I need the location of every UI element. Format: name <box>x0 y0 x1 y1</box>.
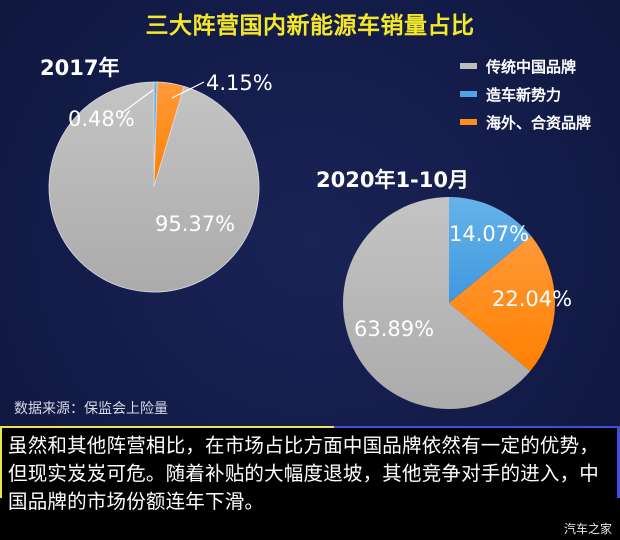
leader-line-0.48 <box>121 89 154 114</box>
data-source: 数据来源：保监会上险量 <box>14 401 168 417</box>
pie-2020-title: 2020年1-10月 <box>316 168 469 192</box>
caption-text: 虽然和其他阵营相比，在市场占比方面中国品牌依然有一定的优势，但现实岌岌可危。随着… <box>8 434 600 513</box>
label-2017-foreign: 4.15% <box>206 71 273 95</box>
legend-item-foreign-jv: 海外、合资品牌 <box>460 108 591 136</box>
legend-item-new-forces: 造车新势力 <box>460 80 591 108</box>
legend: 传统中国品牌 造车新势力 海外、合资品牌 <box>460 52 591 136</box>
legend-swatch-orange <box>460 119 477 125</box>
caption-top-border <box>0 426 618 500</box>
pie-slice <box>343 197 531 410</box>
leader-line-4.15 <box>171 81 205 99</box>
legend-label: 造车新势力 <box>486 85 562 104</box>
pie-slice <box>449 235 555 372</box>
pie-2017-title: 2017年 <box>40 56 120 80</box>
legend-label: 传统中国品牌 <box>486 57 577 76</box>
pie-2017 <box>48 81 260 293</box>
label-2020-new-forces: 14.07% <box>449 222 529 246</box>
watermark: 汽车之家 <box>563 522 612 536</box>
caption-left-border <box>0 426 2 498</box>
pie-2020 <box>343 197 555 410</box>
legend-label: 海外、合资品牌 <box>486 113 592 132</box>
legend-swatch-gray <box>460 63 477 69</box>
pie-slice <box>48 81 260 293</box>
legend-item-traditional: 传统中国品牌 <box>460 52 591 80</box>
pie-slice <box>449 197 531 303</box>
legend-swatch-blue <box>460 91 477 97</box>
label-2020-foreign: 22.04% <box>492 287 572 311</box>
label-2020-traditional: 63.89% <box>354 317 434 341</box>
label-2017-new-forces: 0.48% <box>68 107 135 131</box>
caption-right-border <box>617 426 620 498</box>
chart-title: 三大阵营国内新能源车销量占比 <box>145 13 475 39</box>
label-2017-traditional: 95.37% <box>155 212 235 236</box>
